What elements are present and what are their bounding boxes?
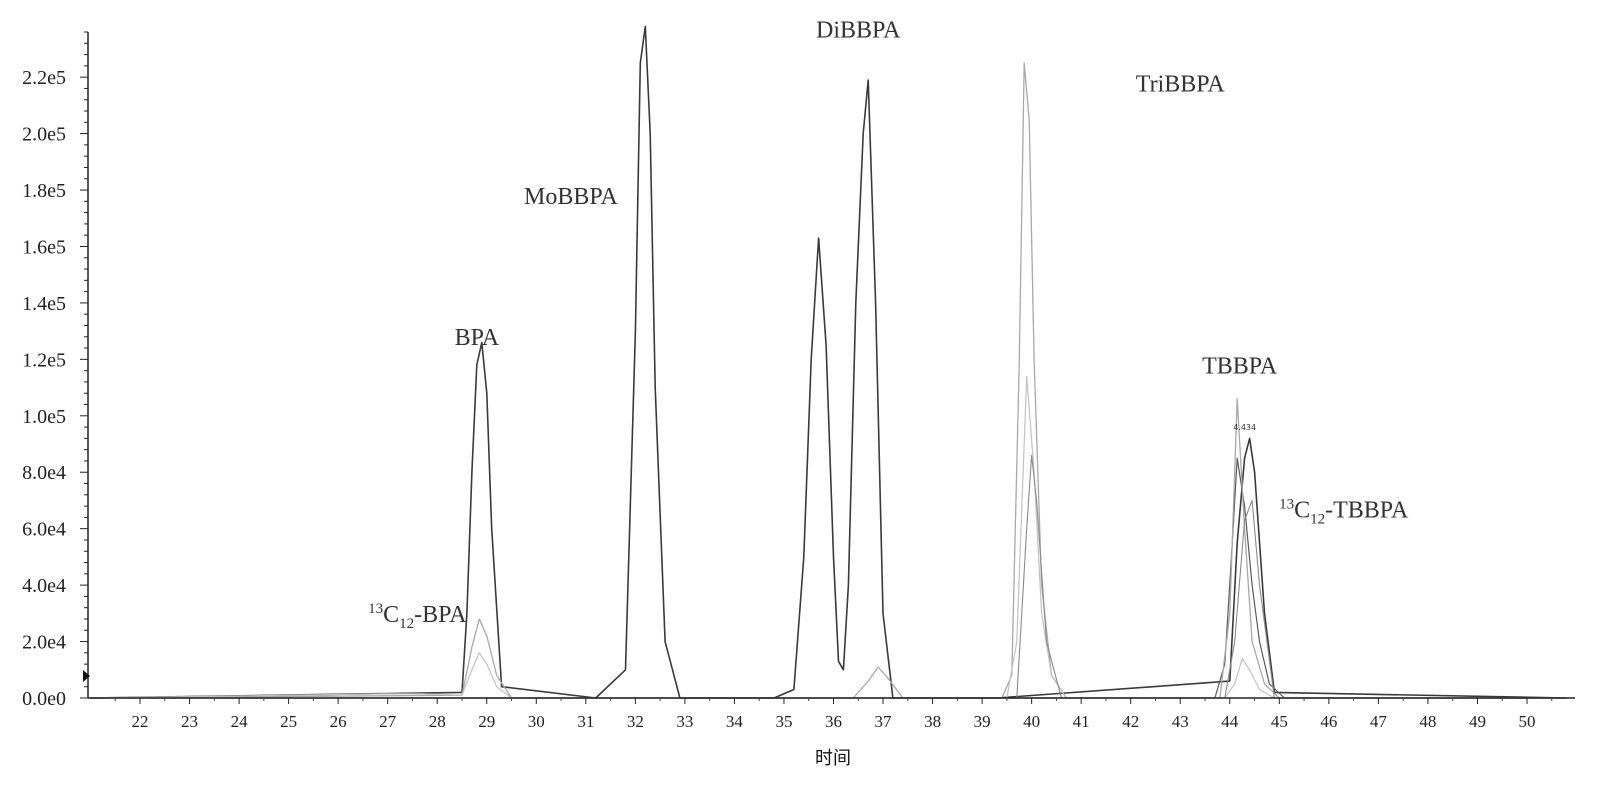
y-tick-label: 6.0e4 — [22, 519, 66, 541]
peak-label: TriBBPA — [1136, 71, 1226, 97]
isotope-peak-label: 13C12-TBBPA — [1279, 496, 1409, 527]
x-tick-label: 31 — [577, 712, 594, 731]
x-tick-label: 42 — [1122, 712, 1139, 731]
x-tick-label: 33 — [676, 712, 693, 731]
y-tick-label: 1.6e5 — [22, 236, 66, 258]
x-tick-label: 40 — [1023, 712, 1040, 731]
x-tick-label: 48 — [1419, 712, 1436, 731]
x-tick-label: 43 — [1172, 712, 1189, 731]
x-tick-label: 39 — [974, 712, 991, 731]
x-tick-label: 34 — [726, 712, 744, 731]
x-tick-label: 36 — [825, 712, 842, 731]
x-tick-label: 22 — [132, 712, 149, 731]
x-tick-label: 46 — [1320, 712, 1337, 731]
x-tick-label: 28 — [429, 712, 446, 731]
x-tick-label: 30 — [528, 712, 545, 731]
x-tick-label: 45 — [1271, 712, 1288, 731]
trace-3 — [90, 62, 1567, 699]
x-tick-label: 38 — [924, 712, 941, 731]
x-tick-label: 35 — [775, 712, 792, 731]
x-tick-label: 32 — [627, 712, 644, 731]
peak-label: TBBPA — [1202, 353, 1278, 379]
y-tick-label: 1.8e5 — [22, 180, 66, 202]
x-axis-title: 时间 — [815, 748, 851, 769]
y-tick-label: 4.0e4 — [22, 575, 66, 597]
x-axis-ticks: 22 23 24 25 26 27 28 29 30 31 32 33 34 35 36 37 38 39 40 41… — [114, 698, 1553, 731]
y-tick-label: 2.0e4 — [22, 632, 66, 654]
x-tick-label: 37 — [875, 712, 893, 731]
x-tick-label: 23 — [181, 712, 198, 731]
axis-marker-arrow — [83, 670, 90, 682]
y-tick-label: 1.2e5 — [22, 349, 66, 371]
x-tick-label: 29 — [478, 712, 495, 731]
trace-1 — [90, 25, 1567, 699]
isotope-peak-label: 13C12-BPA — [368, 601, 467, 632]
y-tick-label: 8.0e4 — [22, 462, 66, 484]
x-tick-label: 26 — [330, 712, 347, 731]
y-tick-label: 2.2e5 — [22, 67, 66, 89]
x-tick-label: 41 — [1073, 712, 1090, 731]
x-tick-label: 25 — [280, 712, 297, 731]
peak-annotations: BPA MoBBPA DiBBPA TriBBPA TBBPA 4.434 13C12-BP… — [368, 18, 1409, 632]
peak-retention-time: 4.434 — [1233, 423, 1256, 432]
x-tick-label: 27 — [379, 712, 397, 731]
peak-label: DiBBPA — [816, 18, 901, 44]
trace-2 — [90, 457, 1567, 699]
y-tick-label: 1.0e5 — [22, 406, 66, 428]
trace-4 — [90, 375, 1567, 699]
x-tick-label: 50 — [1519, 712, 1536, 731]
x-tick-label: 49 — [1469, 712, 1486, 731]
x-tick-label: 47 — [1370, 712, 1388, 731]
y-tick-label: 0.0e0 — [22, 688, 66, 710]
y-axis-ticks: 0.0e0 2.0e4 4.0e4 6.0e4 8.0e4 1.0e5 1.2e5 1.4e5… — [22, 31, 88, 710]
peak-label: MoBBPA — [524, 184, 619, 210]
peak-label: BPA — [455, 325, 500, 351]
y-tick-label: 1.4e5 — [22, 293, 66, 315]
x-tick-label: 44 — [1221, 712, 1239, 731]
x-tick-label: 24 — [231, 712, 249, 731]
y-tick-label: 2.0e5 — [22, 124, 66, 146]
